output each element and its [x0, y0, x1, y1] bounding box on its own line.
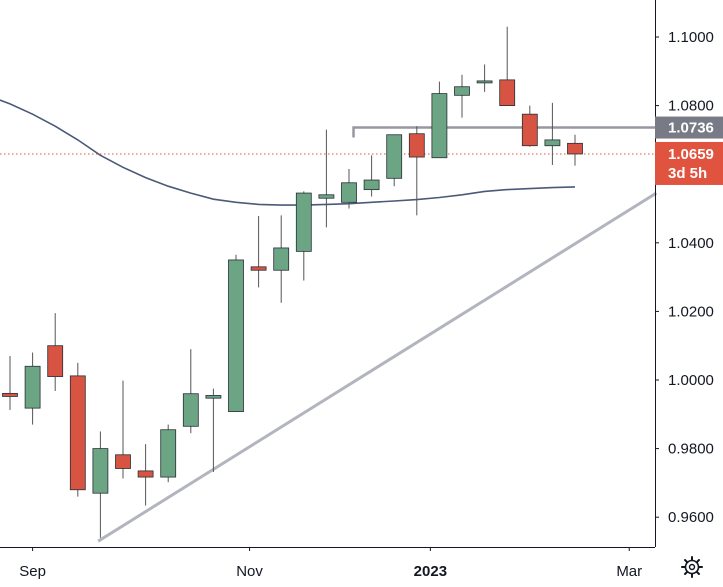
resistance-line	[352, 126, 655, 138]
candle[interactable]	[408, 126, 425, 216]
resistance-price-label: 1.0736	[668, 120, 714, 137]
candle-body-up	[205, 395, 222, 399]
candle[interactable]	[92, 431, 109, 538]
gear-icon[interactable]	[681, 556, 703, 578]
candle[interactable]	[228, 254, 244, 412]
candle[interactable]	[499, 26, 516, 107]
candle[interactable]	[363, 155, 380, 197]
candle-body-up	[273, 247, 290, 271]
moving-average-line	[0, 99, 576, 206]
candle-body-up	[341, 182, 357, 203]
candle-body-up	[318, 194, 335, 199]
y-tick-label: 1.0800	[668, 98, 714, 115]
candle-body-up	[228, 259, 244, 412]
price-tags: 1.0736 1.0659 3d 5h	[655, 116, 723, 185]
candle-body-up	[363, 179, 380, 191]
y-tick-label: 1.1000	[668, 29, 714, 46]
candle[interactable]	[476, 64, 493, 92]
candle-body-down	[137, 470, 154, 478]
candle[interactable]	[160, 424, 177, 483]
candle[interactable]	[182, 349, 199, 434]
candle[interactable]	[544, 102, 561, 165]
candle-body-down	[521, 113, 538, 147]
candle[interactable]	[2, 355, 18, 410]
candle[interactable]	[69, 362, 86, 497]
candle-body-down	[69, 375, 86, 491]
candle[interactable]	[47, 313, 64, 391]
candle-body-up	[24, 365, 41, 409]
candle[interactable]	[454, 74, 470, 118]
y-tick-label: 1.0400	[668, 235, 714, 252]
x-tick-label: Mar	[616, 563, 642, 580]
candle-body-down	[47, 345, 64, 377]
candle[interactable]	[250, 216, 267, 288]
candle[interactable]	[318, 129, 335, 228]
candle-body-down	[115, 454, 131, 469]
x-tick-label: Sep	[19, 563, 46, 580]
candle-body-up	[295, 192, 312, 252]
candle[interactable]	[567, 134, 583, 166]
candle[interactable]	[115, 380, 131, 479]
candle[interactable]	[521, 105, 538, 147]
y-tick-label: 0.9600	[668, 509, 714, 526]
y-tick-label: 1.0200	[668, 303, 714, 320]
candle-body-down	[499, 79, 516, 107]
candle[interactable]	[295, 191, 312, 281]
y-tick-label: 1.0000	[668, 372, 714, 389]
candle-body-down	[2, 392, 18, 397]
trendline	[97, 191, 658, 543]
candle-body-up	[160, 429, 177, 478]
candle-body-up	[476, 80, 493, 84]
candle-body-up	[92, 448, 109, 494]
candle-body-down	[567, 142, 583, 155]
overlay-lines	[0, 99, 658, 543]
x-tick-label: 2023	[414, 563, 447, 580]
candle[interactable]	[431, 81, 448, 159]
resistance-price-tag	[655, 116, 723, 139]
candles-layer	[2, 26, 583, 538]
candle-body-down	[408, 133, 425, 158]
candle-body-down	[250, 266, 267, 271]
last-price-label: 1.0659	[668, 146, 714, 163]
candle-body-up	[454, 86, 470, 96]
y-tick-label: 0.9800	[668, 441, 714, 458]
candle[interactable]	[205, 388, 222, 472]
candle-body-up	[544, 139, 561, 147]
last-price-tag	[655, 141, 723, 185]
candle[interactable]	[24, 352, 41, 425]
candle[interactable]	[341, 169, 357, 209]
candle-countdown: 3d 5h	[668, 165, 707, 182]
candle[interactable]	[137, 444, 154, 506]
candle[interactable]	[386, 134, 403, 187]
candle-body-up	[431, 93, 448, 159]
x-tick-label: Nov	[236, 563, 263, 580]
candle-body-up	[182, 393, 199, 427]
candle-body-up	[386, 134, 403, 179]
candle[interactable]	[273, 215, 290, 303]
